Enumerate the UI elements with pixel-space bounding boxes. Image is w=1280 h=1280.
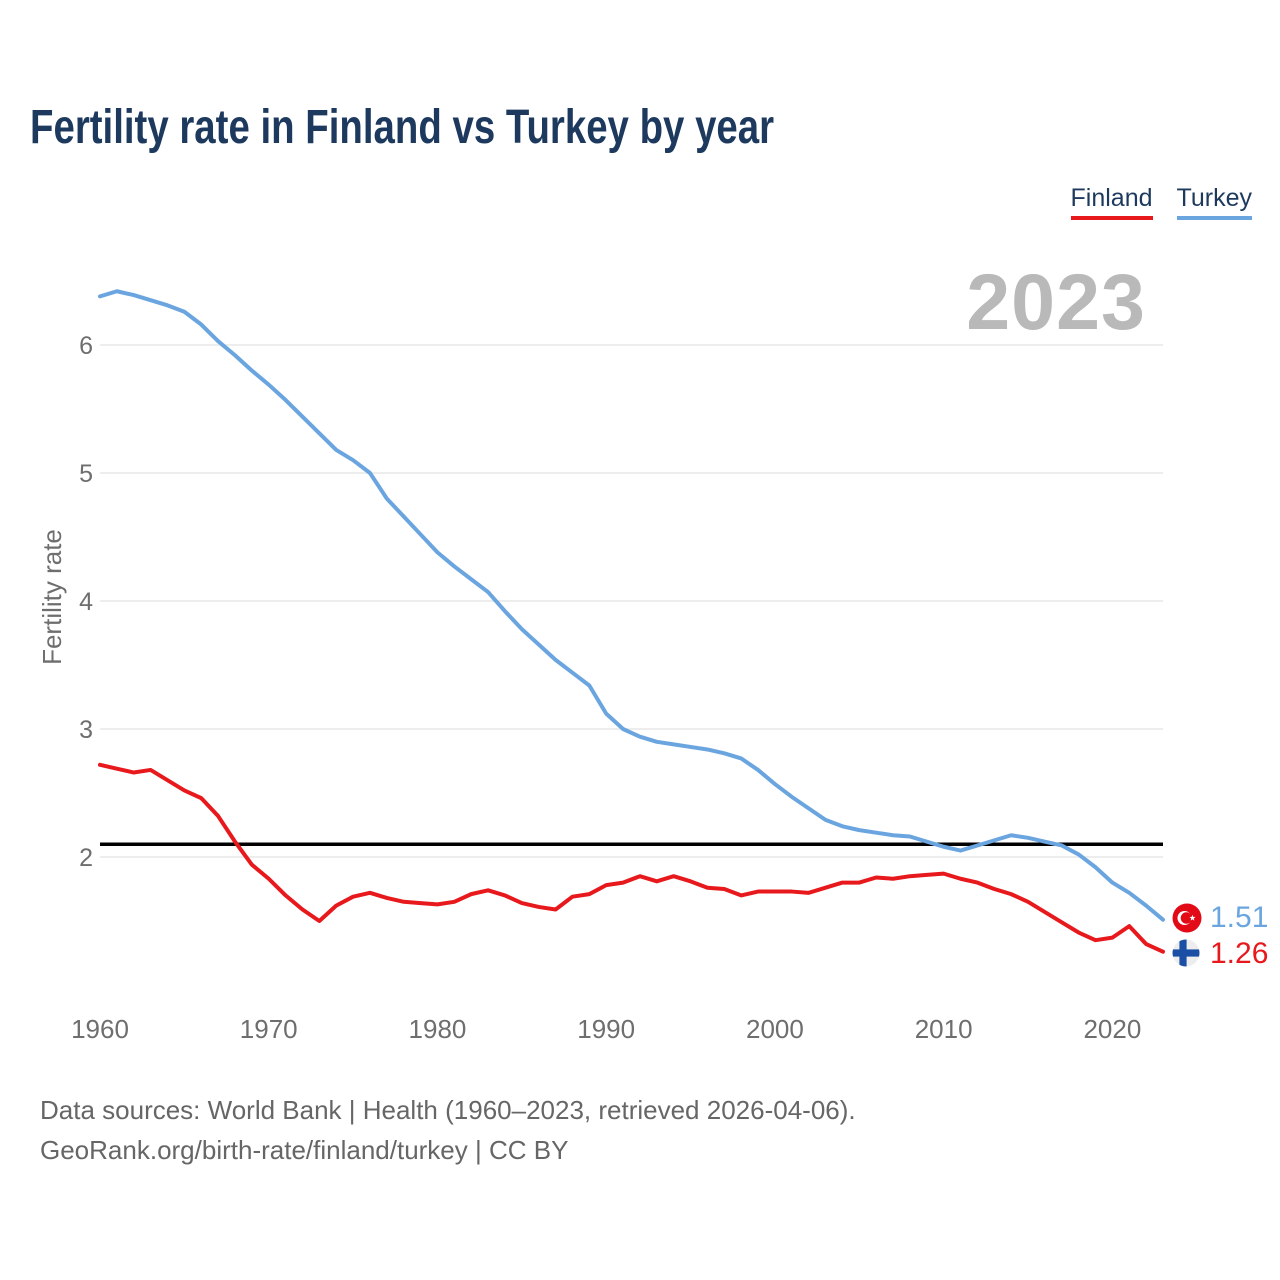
svg-text:2020: 2020 — [1083, 1014, 1141, 1044]
finland-flag-icon — [1172, 939, 1200, 967]
turkey-flag-icon — [1172, 903, 1202, 933]
legend-item-finland[interactable]: Finland — [1070, 184, 1153, 220]
svg-text:2000: 2000 — [746, 1014, 804, 1044]
svg-text:5: 5 — [79, 460, 93, 488]
y-axis-ticks: 2 3 4 5 6 — [79, 332, 93, 872]
svg-text:2: 2 — [79, 844, 93, 872]
svg-text:1960: 1960 — [71, 1014, 129, 1044]
source-note: Data sources: World Bank | Health (1960–… — [40, 1090, 856, 1170]
svg-text:6: 6 — [79, 332, 93, 360]
turkey-end-value: 1.51 — [1210, 901, 1269, 934]
turkey-line — [98, 289, 1165, 922]
svg-text:3: 3 — [79, 716, 93, 744]
svg-text:4: 4 — [79, 588, 93, 616]
gridlines — [100, 344, 1163, 858]
svg-text:2010: 2010 — [915, 1014, 973, 1044]
svg-text:1980: 1980 — [409, 1014, 467, 1044]
finland-end-value: 1.26 — [1210, 937, 1269, 970]
y-axis-title: Fertility rate — [37, 529, 67, 665]
legend: Finland Turkey — [1070, 184, 1252, 220]
year-watermark: 2023 — [966, 257, 1146, 346]
svg-text:1970: 1970 — [240, 1014, 298, 1044]
source-line-2: GeoRank.org/birth-rate/finland/turkey | … — [40, 1135, 569, 1165]
x-axis-ticks: 1960 1970 1980 1990 2000 2010 2020 — [71, 1014, 1141, 1044]
legend-item-turkey[interactable]: Turkey — [1176, 184, 1252, 220]
source-line-1: Data sources: World Bank | Health (1960–… — [40, 1095, 856, 1125]
svg-text:1990: 1990 — [577, 1014, 635, 1044]
finland-line — [98, 762, 1165, 954]
page-title: Fertility rate in Finland vs Turkey by y… — [30, 101, 775, 154]
